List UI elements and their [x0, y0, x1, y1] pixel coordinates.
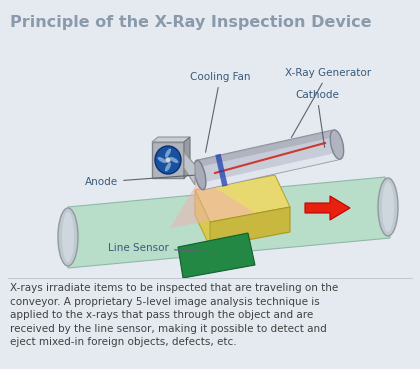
Polygon shape — [178, 233, 255, 278]
Ellipse shape — [165, 149, 171, 158]
Text: X-rays irradiate items to be inspected that are traveling on the
conveyor. A pro: X-rays irradiate items to be inspected t… — [10, 283, 338, 347]
Polygon shape — [195, 190, 210, 247]
Ellipse shape — [165, 158, 171, 162]
Polygon shape — [210, 207, 290, 247]
Ellipse shape — [58, 208, 78, 266]
Polygon shape — [195, 175, 290, 222]
Text: Cathode: Cathode — [295, 90, 339, 147]
Ellipse shape — [155, 146, 181, 174]
Polygon shape — [184, 152, 195, 185]
Ellipse shape — [158, 157, 166, 163]
Polygon shape — [184, 137, 190, 178]
Ellipse shape — [62, 212, 74, 262]
Polygon shape — [197, 130, 338, 190]
Text: Principle of the X-Ray Inspection Device: Principle of the X-Ray Inspection Device — [10, 15, 372, 30]
Ellipse shape — [378, 178, 398, 236]
Polygon shape — [170, 178, 255, 228]
Polygon shape — [68, 177, 390, 268]
Ellipse shape — [194, 160, 206, 190]
Text: Cooling Fan: Cooling Fan — [190, 72, 250, 152]
Ellipse shape — [170, 157, 178, 163]
Text: Anode: Anode — [85, 175, 194, 187]
Polygon shape — [197, 130, 333, 167]
Polygon shape — [202, 153, 338, 190]
Ellipse shape — [382, 182, 394, 232]
Text: Line Sensor: Line Sensor — [108, 243, 215, 253]
Polygon shape — [152, 142, 184, 178]
Polygon shape — [305, 196, 350, 220]
Polygon shape — [152, 137, 190, 142]
Text: X-Ray Generator: X-Ray Generator — [285, 68, 371, 138]
Ellipse shape — [330, 130, 344, 159]
Ellipse shape — [165, 163, 171, 172]
